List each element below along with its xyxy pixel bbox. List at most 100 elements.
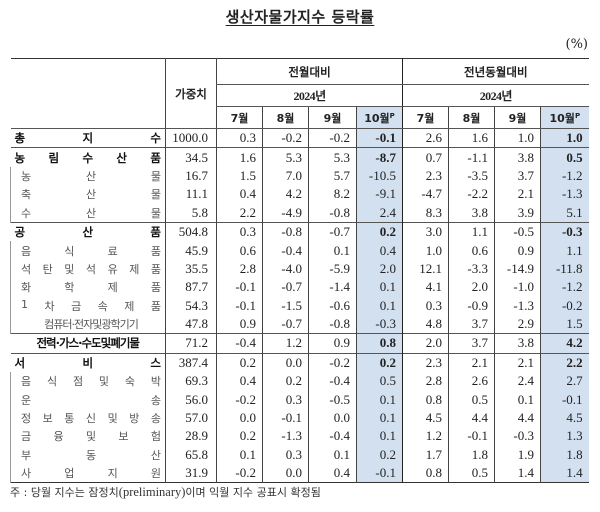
mom-cell: 0.1	[216, 445, 263, 465]
row-label-part: 서	[14, 355, 26, 370]
table-body: 총 지 수 1000.0 0.3 -0.2 -0.2 -0.1 2.6 1.6 1.0 1.0 농 림 수 산…	[10, 127, 589, 483]
mom-cell: -1.3	[262, 427, 309, 446]
mom-cell: 0.0	[262, 352, 309, 373]
row-label-part: 제	[129, 262, 140, 276]
mom-cell: -0.4	[216, 333, 263, 354]
row-label-part: 차	[44, 299, 55, 313]
weight-cell: 69.3	[165, 372, 217, 391]
row-label-part: 산	[150, 448, 161, 462]
yoy-cell: 2.1	[494, 185, 541, 204]
yoy-cell: 1.9	[494, 445, 541, 465]
row-label-part: 점	[72, 375, 84, 389]
mom-month-9: 9월	[308, 106, 357, 129]
row-label-part: 식	[46, 375, 58, 389]
row-label-part: 탄	[42, 262, 53, 276]
weight-cell: 1000.0	[165, 127, 217, 148]
yoy-cell: -1.3	[494, 296, 541, 315]
yoy-cell: 2.3	[402, 166, 449, 186]
yoy-cell: -1.3	[540, 185, 589, 204]
yoy-month-8: 8월	[448, 106, 495, 129]
mom-cell: 0.2	[355, 221, 403, 242]
row-label-part: 및	[64, 262, 75, 276]
row-label-part: 산	[85, 188, 97, 202]
mom-cell: 2.0	[355, 259, 403, 279]
table-row: 총 지 수 1000.0 0.3 -0.2 -0.2 -0.1 2.6 1.6 1.0 1.0	[10, 127, 589, 148]
mom-cell: 0.4	[216, 372, 263, 391]
unit-label: (%)	[565, 37, 589, 52]
yoy-cell: 12.1	[402, 259, 449, 279]
mom-cell: 0.1	[308, 445, 357, 465]
row-label-part: 산	[85, 169, 97, 183]
row-label-part: 림	[48, 150, 60, 165]
mom-cell: -0.1	[216, 278, 263, 297]
table-row: 농 산 물 16.7 1.5 7.0 5.7 -10.5 2.3 -3.5 3.7 -1.2	[10, 166, 589, 186]
label-header-blank	[10, 58, 166, 129]
mom-cell: -4.9	[262, 203, 309, 223]
row-label-part: 석	[85, 262, 97, 276]
weight-cell: 47.8	[165, 314, 217, 334]
row-label-part: 품	[150, 225, 161, 240]
mom-cell: 0.4	[308, 464, 357, 483]
yoy-cell: -0.9	[448, 296, 495, 315]
row-label-part: 농	[21, 169, 32, 183]
row-label-part: 품	[150, 262, 161, 276]
yoy-cell: 1.0	[402, 241, 449, 260]
yoy-cell: 4.2	[540, 333, 589, 354]
yoy-cell: 1.1	[540, 241, 589, 260]
row-label-part: 보	[118, 430, 129, 444]
mom-cell: -4.0	[262, 259, 309, 279]
mom-cell: -0.2	[216, 464, 263, 483]
yoy-cell: -1.0	[494, 278, 541, 297]
row-label: 전력·가스·수도및폐기물	[10, 333, 166, 354]
mom-cell: 0.1	[308, 241, 357, 260]
row-label-part: 및	[107, 412, 118, 426]
row-label-part: 금	[21, 430, 32, 444]
yoy-cell: -1.2	[540, 278, 589, 297]
mom-cell: 1.5	[216, 166, 263, 186]
yoy-cell: 1.2	[402, 427, 449, 446]
mom-cell: 0.1	[355, 278, 403, 297]
mom-cell: -0.4	[262, 241, 309, 260]
weight-cell: 16.7	[165, 166, 217, 186]
table-row: 1 차 금 속 제 품 54.3 -0.1 -1.5 -0.6 0.1 0.3 -0.9 -1.3 -0.2	[10, 296, 589, 315]
table-row: 금 융 및 보 험 28.9 0.2 -1.3 -0.4 0.1 1.2 -0.1 -0.3 1.3	[10, 427, 589, 446]
table-row: 부 동 산 65.8 0.1 0.3 0.1 0.2 1.7 1.8 1.9 1.8	[10, 445, 589, 465]
yoy-cell: -0.3	[540, 221, 589, 242]
yoy-month-10p: 10월P	[540, 106, 589, 129]
mom-cell: 0.3	[262, 445, 309, 465]
yoy-cell: 2.1	[448, 352, 495, 373]
row-label-part: 석	[21, 262, 32, 276]
weight-cell: 11.1	[165, 185, 217, 204]
mom-cell: -0.5	[308, 390, 357, 409]
yoy-cell: -0.1	[448, 427, 495, 446]
yoy-cell: -3.5	[448, 166, 495, 186]
mom-cell: -0.3	[355, 314, 403, 334]
mom-cell: -0.7	[308, 221, 357, 242]
page-title: 생산자물가지수 등락률	[0, 6, 600, 27]
row-label-part: 지	[107, 467, 118, 481]
yoy-cell: 2.9	[494, 314, 541, 334]
mom-cell: -0.2	[308, 352, 357, 373]
mom-cell: -0.8	[308, 314, 357, 334]
yoy-cell: 2.4	[494, 372, 541, 391]
yoy-cell: 4.4	[494, 408, 541, 428]
yoy-cell: -4.7	[402, 185, 449, 204]
mom-cell: 1.2	[262, 333, 309, 354]
mom-cell: 0.3	[216, 127, 263, 148]
mom-cell: -1.4	[308, 278, 357, 297]
mom-cell: 0.1	[355, 427, 403, 446]
row-label-part: 험	[150, 430, 161, 444]
mom-cell: 8.2	[308, 185, 357, 204]
row-label-part: 물	[150, 188, 161, 202]
weight-cell: 71.2	[165, 333, 217, 354]
weight-cell: 56.0	[165, 390, 217, 409]
row-label-part: 공	[14, 225, 26, 240]
weight-cell: 35.5	[165, 259, 217, 279]
row-label-part: 농	[14, 150, 26, 165]
row-label-part: 융	[53, 430, 64, 444]
